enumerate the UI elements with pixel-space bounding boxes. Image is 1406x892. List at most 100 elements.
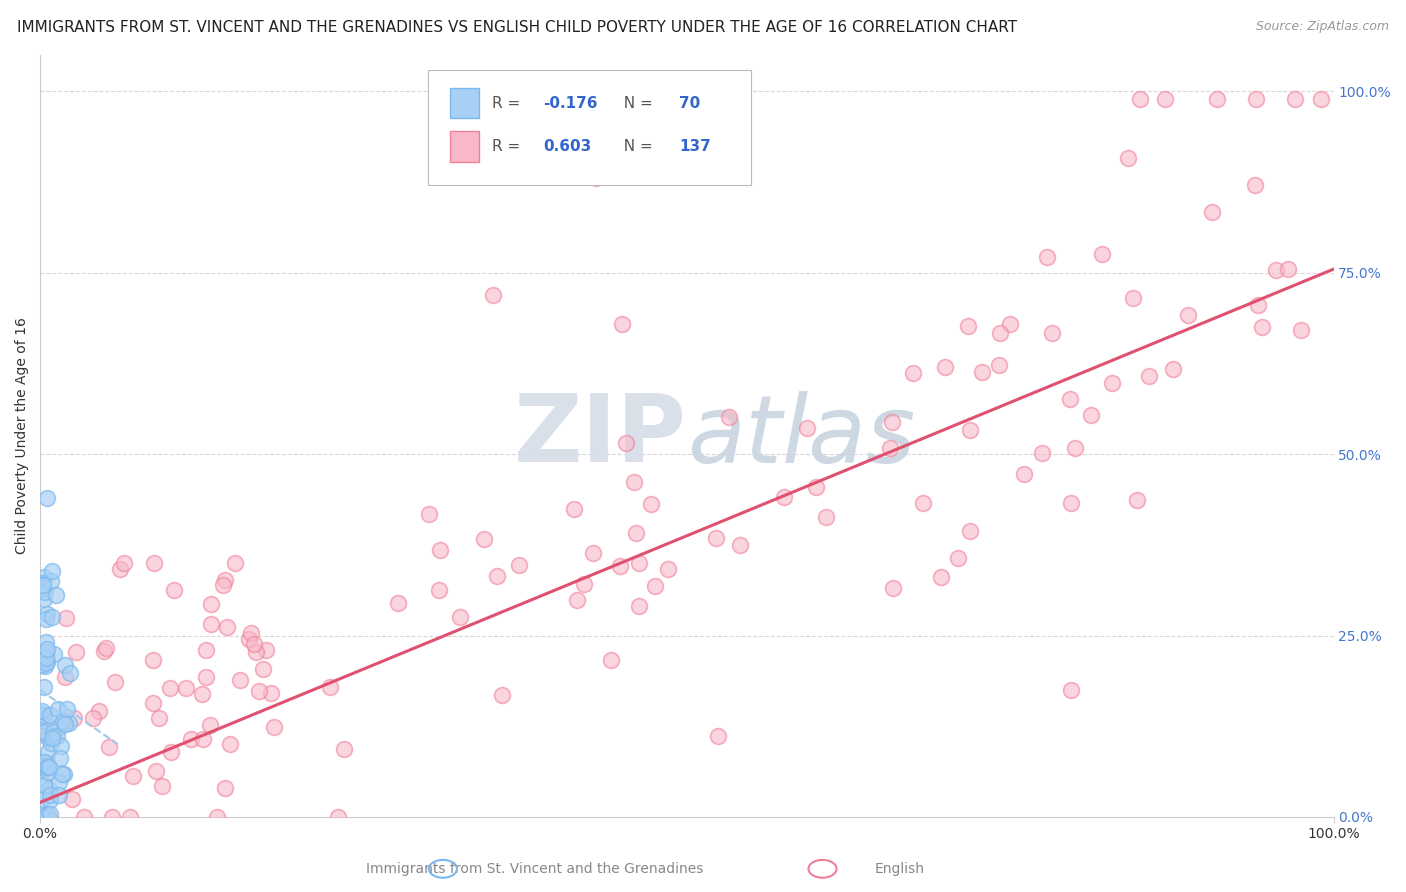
Point: [1206, 92, 1229, 106]
Point: [32, 756, 55, 770]
Point: [879, 441, 901, 455]
Point: [929, 570, 952, 584]
Point: [1040, 326, 1063, 341]
Point: [640, 497, 662, 511]
Point: [1126, 493, 1149, 508]
Point: [333, 741, 356, 756]
Point: [30, 712, 52, 726]
Point: [429, 542, 451, 557]
Point: [328, 810, 350, 824]
Point: [30, 706, 52, 721]
Point: [53, 766, 76, 780]
Point: [45, 730, 67, 744]
Point: [34, 658, 56, 673]
Text: 70: 70: [679, 95, 700, 111]
Point: [200, 598, 222, 612]
Point: [32, 569, 55, 583]
Point: [804, 480, 827, 494]
Point: [610, 317, 633, 331]
Point: [42, 730, 65, 744]
Point: [45, 588, 67, 602]
Point: [934, 360, 956, 375]
Point: [1035, 250, 1057, 264]
Point: [53, 716, 76, 731]
Point: [49, 751, 72, 765]
Point: [31, 582, 53, 596]
Point: [51, 739, 73, 753]
Point: [912, 496, 935, 510]
Point: [46, 702, 69, 716]
Point: [623, 475, 645, 489]
Point: [565, 593, 588, 607]
Point: [39, 789, 62, 803]
Point: [219, 737, 242, 751]
Point: [572, 576, 595, 591]
Point: [1080, 409, 1102, 423]
Point: [624, 526, 647, 541]
Point: [1177, 308, 1199, 322]
Point: [1059, 392, 1081, 406]
Point: [882, 582, 904, 596]
Point: [198, 718, 221, 732]
Point: [97, 740, 120, 755]
Point: [145, 764, 167, 778]
Point: [41, 564, 63, 578]
Point: [53, 658, 76, 673]
Point: [562, 502, 585, 516]
Text: N =: N =: [614, 95, 658, 111]
Point: [815, 510, 838, 524]
Point: [35, 607, 58, 621]
Point: [1091, 247, 1114, 261]
Point: [48, 774, 70, 789]
Point: [38, 782, 60, 797]
Point: [55, 701, 77, 715]
Point: [194, 643, 217, 657]
Text: N =: N =: [614, 139, 658, 154]
Point: [946, 551, 969, 566]
Point: [1137, 368, 1160, 383]
Point: [39, 574, 62, 588]
Point: [260, 686, 283, 700]
Point: [35, 729, 58, 743]
Point: [627, 599, 650, 613]
Point: [194, 670, 217, 684]
Point: [485, 569, 508, 583]
Point: [35, 761, 58, 775]
Point: [32, 809, 55, 823]
Point: [60, 792, 83, 806]
Point: [108, 562, 131, 576]
Point: [31, 576, 53, 591]
Point: [1060, 683, 1083, 698]
Point: [148, 711, 170, 725]
Point: [956, 318, 979, 333]
Point: [41, 725, 63, 739]
Point: [252, 662, 274, 676]
Point: [35, 650, 58, 665]
Point: [718, 409, 741, 424]
Point: [142, 696, 165, 710]
FancyBboxPatch shape: [429, 70, 751, 185]
Point: [1161, 361, 1184, 376]
Point: [87, 704, 110, 718]
Point: [35, 491, 58, 505]
Point: [38, 807, 60, 822]
Text: 137: 137: [679, 139, 711, 154]
Point: [1251, 320, 1274, 334]
Point: [609, 558, 631, 573]
Point: [1101, 376, 1123, 390]
Point: [238, 632, 260, 646]
Point: [52, 714, 75, 729]
Point: [58, 716, 80, 731]
Point: [32, 592, 55, 607]
Point: [35, 657, 58, 671]
Point: [94, 641, 117, 656]
Point: [174, 681, 197, 696]
Point: [34, 758, 56, 772]
Bar: [450, 131, 478, 161]
Point: [101, 810, 124, 824]
Point: [585, 171, 607, 186]
Point: [180, 732, 202, 747]
Point: [112, 556, 135, 570]
Point: [32, 578, 55, 592]
Point: [37, 756, 59, 771]
